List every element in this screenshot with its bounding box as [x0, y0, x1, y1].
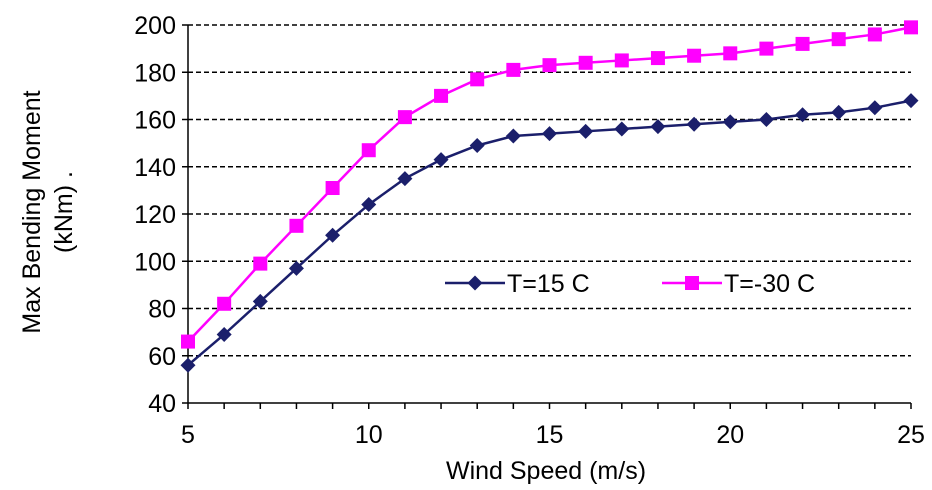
series-tm30-point [795, 36, 810, 51]
series-t15-point [578, 123, 594, 139]
series-tm30-point [289, 218, 304, 233]
legend-item-tm30: T=-30 C [662, 270, 815, 298]
series-tm30-point [578, 55, 593, 70]
series-t15-point [650, 119, 666, 135]
y-tick-label: 160 [134, 107, 176, 135]
series-t15-point [361, 197, 377, 213]
series-tm30-point [253, 256, 268, 271]
series-tm30-point [723, 46, 738, 61]
series-t15 [180, 93, 919, 373]
series-tm30-point [759, 41, 774, 56]
series-tm30-point [867, 27, 882, 42]
y-axis-title-line1: Max Bending Moment [18, 90, 46, 333]
series-t15-point [325, 227, 341, 243]
x-tick-label: 15 [536, 421, 564, 449]
series-t15-point [542, 126, 557, 142]
series-t15-point [795, 107, 811, 123]
series-tm30-point [506, 62, 521, 77]
x-tick-label: 10 [355, 421, 383, 449]
tick-labels: 40 60 80 100 120 140 160 180 200 5 10 15 20 25 [134, 12, 925, 449]
series-t15-point [903, 93, 919, 109]
series-t15-point [433, 152, 449, 168]
series-tm30-point [361, 143, 376, 158]
y-tick-label: 80 [148, 296, 176, 324]
legend: T=15 C T=-30 C [445, 270, 815, 298]
y-tick-label: 140 [134, 154, 176, 182]
legend-item-tm30-marker [685, 276, 699, 290]
y-tick-label: 60 [148, 343, 176, 371]
y-tick-label: 200 [134, 12, 176, 40]
x-tick-label: 5 [181, 421, 195, 449]
series-tm30-point [542, 58, 557, 73]
series-t15-point [216, 326, 232, 342]
series-t15-point [686, 116, 702, 132]
series-tm30-point [397, 110, 412, 125]
axes [182, 24, 912, 409]
series-tm30-point [181, 334, 195, 349]
x-tick-label: 25 [897, 421, 925, 449]
series-tm30-point [217, 296, 232, 311]
y-axis-title-line2: (kNm) . [50, 171, 78, 253]
series-tm30-point [831, 32, 846, 47]
series-t15-point [722, 114, 738, 130]
legend-item-t15-label: T=15 C [507, 270, 590, 298]
grid-lines [188, 24, 911, 357]
y-tick-label: 100 [134, 248, 176, 276]
series-tm30-point [650, 51, 665, 66]
legend-item-t15-marker [467, 275, 483, 291]
series-t15-point [614, 121, 630, 137]
series-t15-point [758, 112, 774, 127]
series-t15-point [252, 293, 268, 309]
x-axis-title: Wind Speed (m/s) [446, 457, 646, 485]
series-tm30-point [614, 53, 629, 68]
y-tick-label: 40 [148, 390, 176, 418]
x-tick-label: 20 [716, 421, 744, 449]
series-t15-point [397, 171, 413, 187]
series-tm30 [181, 20, 918, 349]
y-tick-label: 180 [134, 59, 176, 87]
series-tm30-point [687, 48, 702, 63]
series-t15-point [288, 260, 304, 276]
series-tm30-point [325, 181, 340, 196]
series-t15-point [469, 137, 485, 153]
series-tm30-point [434, 88, 449, 103]
series-t15-point [180, 357, 196, 373]
series-t15-point [505, 128, 521, 144]
series-layer [180, 20, 919, 373]
series-tm30-point [904, 20, 918, 35]
series-t15-point [867, 100, 883, 116]
legend-item-tm30-label: T=-30 C [724, 270, 815, 298]
legend-item-t15: T=15 C [445, 270, 590, 298]
series-tm30-point [470, 72, 485, 87]
y-tick-label: 120 [134, 201, 176, 229]
series-t15-point [831, 104, 847, 120]
